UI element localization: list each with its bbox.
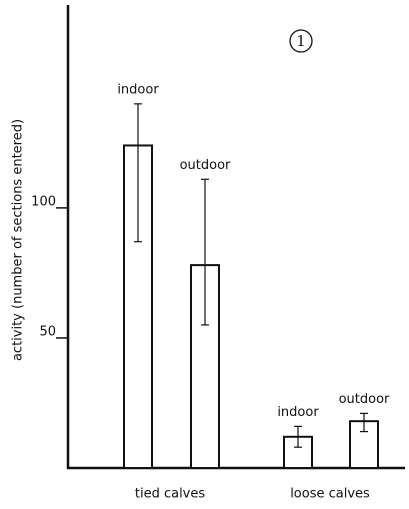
y-tick-label: 100 bbox=[31, 194, 56, 209]
bar-label: outdoor bbox=[180, 158, 231, 173]
annotation-circle bbox=[289, 29, 313, 53]
annotation: 1 bbox=[296, 32, 306, 50]
bar-label: outdoor bbox=[339, 392, 390, 407]
bar-label: indoor bbox=[117, 82, 159, 97]
y-tick-label: 50 bbox=[39, 324, 56, 339]
y-axis-label: activity (number of sections entered) bbox=[11, 119, 26, 361]
bar-label: indoor bbox=[277, 405, 319, 420]
x-tick-label: tied calves bbox=[135, 487, 206, 502]
x-tick-label: loose calves bbox=[290, 487, 370, 502]
